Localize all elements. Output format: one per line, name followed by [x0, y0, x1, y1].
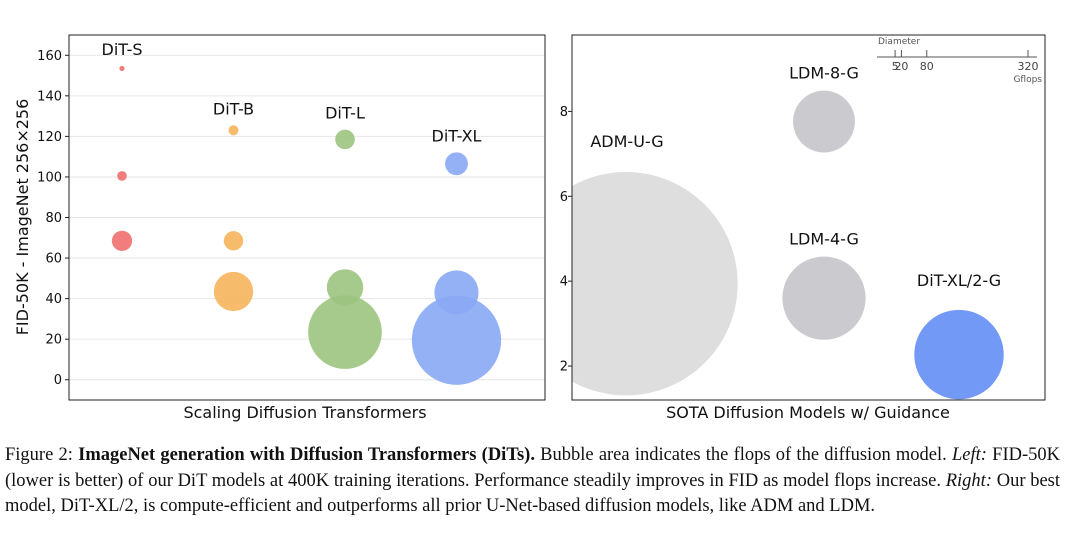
left-bubbles	[111, 65, 502, 385]
label-dit-s: DiT-S	[102, 40, 143, 59]
y-tick-label-80: 80	[45, 211, 62, 226]
right-chart: ADM-U-G LDM-8-G LDM-4-G DiT-XL/2-G 2 4 6 8 SOT…	[560, 34, 1046, 422]
figure-caption: Figure 2: ImageNet generation with Diffu…	[5, 443, 1060, 520]
y-tick-label-160: 160	[37, 49, 62, 64]
bubble-dit-b-1	[228, 125, 239, 136]
y-tick-label-0: 0	[54, 373, 62, 388]
y-tick-label-60: 60	[45, 252, 62, 267]
left-x-axis-label: Scaling Diffusion Transformers	[183, 403, 426, 422]
caption-title: ImageNet generation with Diffusion Trans…	[78, 445, 535, 465]
caption-right-label: Right:	[945, 470, 992, 491]
legend-tick-label-80: 80	[920, 60, 934, 73]
bubble-dit-l-3	[308, 295, 382, 369]
legend-tick-label-20: 20	[894, 60, 908, 73]
legend-ticks: 520 80 320	[892, 50, 1039, 73]
legend-tick-label-320: 320	[1018, 60, 1039, 73]
bubble-ldm-4-g	[782, 256, 866, 340]
label-dit-xl-2-g: DiT-XL/2-G	[917, 271, 1001, 290]
caption-text-3: Our best model, DiT-XL/2, is compute-eff…	[5, 470, 1060, 517]
bubble-dit-b-3	[213, 271, 254, 312]
right-x-axis-label: SOTA Diffusion Models w/ Guidance	[666, 403, 950, 422]
left-y-axis-label: FID-50K - ImageNet 256×256	[13, 99, 32, 336]
right-y-tick-label-8: 8	[560, 105, 568, 120]
bubble-dit-xl-1	[445, 152, 468, 176]
caption-label: Figure 2:	[5, 445, 79, 465]
y-tick-label-100: 100	[37, 170, 62, 185]
right-bubble-labels: ADM-U-G LDM-8-G LDM-4-G DiT-XL/2-G	[590, 64, 1001, 290]
caption-left-label: Left:	[952, 445, 987, 465]
y-tick-label-120: 120	[37, 130, 62, 145]
right-plot-frame	[571, 34, 1046, 401]
bubble-dit-s-1	[119, 65, 125, 72]
right-y-tick-label-6: 6	[560, 190, 568, 205]
diameter-legend: Diameter 520 80 320 Gflops	[877, 37, 1042, 85]
bubble-dit-s-3	[111, 230, 133, 251]
y-tick-label-140: 140	[37, 89, 62, 104]
legend-title: Diameter	[878, 37, 920, 47]
bubble-dit-b-2	[223, 231, 244, 251]
caption-text-2: FID-50K (lower is better) of our DiT mod…	[5, 445, 1060, 491]
bubble-dit-s-2	[117, 171, 127, 181]
y-tick-label-40: 40	[45, 292, 62, 307]
bubble-adm-u-g	[572, 172, 738, 396]
label-adm-u-g: ADM-U-G	[590, 132, 663, 151]
left-grid	[69, 54, 545, 381]
label-dit-xl: DiT-XL	[432, 126, 482, 145]
label-ldm-8-g: LDM-8-G	[789, 64, 859, 83]
right-y-tick-label-2: 2	[560, 360, 568, 375]
bubble-dit-xl-2-g	[914, 309, 1004, 400]
label-dit-b: DiT-B	[213, 99, 254, 118]
label-ldm-4-g: LDM-4-G	[789, 230, 859, 249]
left-chart: DiT-S DiT-B DiT-L DiT-XL 0 20 40 60 80 100 120 140…	[13, 34, 546, 422]
left-bubble-labels: DiT-S DiT-B DiT-L DiT-XL	[102, 40, 482, 145]
bubble-dit-l-1	[335, 129, 355, 150]
right-y-ticks: 2 4 6 8	[560, 105, 572, 375]
legend-unit: Gflops	[1013, 75, 1042, 85]
right-bubbles	[572, 90, 1004, 400]
y-tick-label-20: 20	[45, 333, 62, 348]
caption-text-1: Bubble area indicates the flops of the d…	[534, 445, 952, 465]
left-y-ticks: 0 20 40 60 80 100 120 140 160	[37, 49, 69, 388]
legend-tick-label-5: 5	[892, 60, 899, 73]
label-dit-l: DiT-L	[325, 104, 365, 123]
bubble-ldm-8-g	[793, 90, 855, 153]
bubble-dit-xl-3	[411, 295, 502, 385]
right-y-tick-label-4: 4	[560, 275, 568, 290]
